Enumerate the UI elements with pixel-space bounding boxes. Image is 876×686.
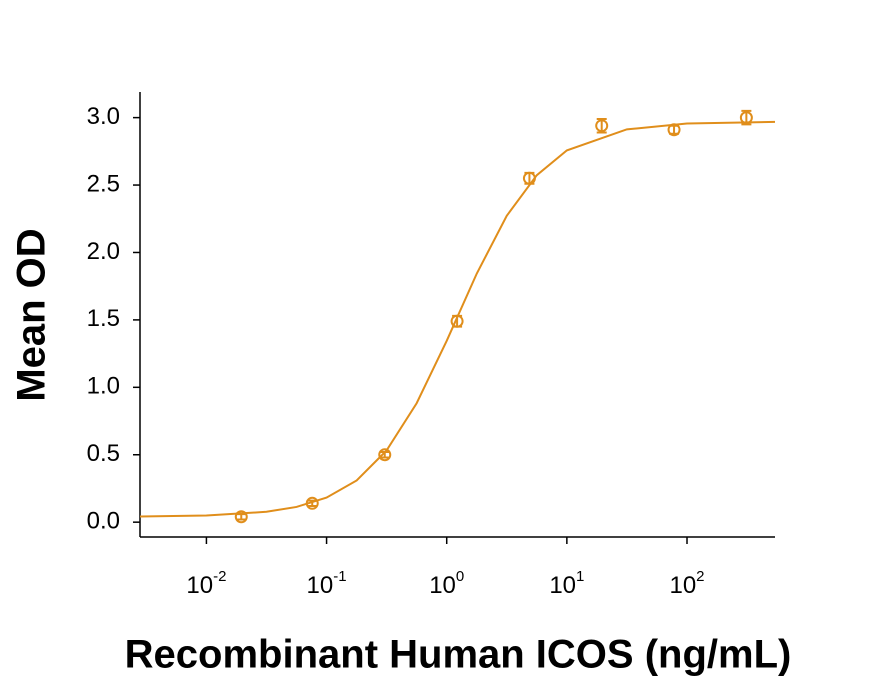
x-tick-label: 102 (669, 568, 704, 599)
x-axis-title: Recombinant Human ICOS (ng/mL) (125, 633, 792, 677)
x-tick-exponent: 1 (576, 568, 584, 585)
y-tick-label: 1.5 (87, 305, 120, 332)
x-tick-base: 10 (549, 572, 576, 599)
x-tick-base: 10 (186, 572, 213, 599)
x-tick-exponent: 0 (456, 568, 464, 585)
x-tick-base: 10 (307, 572, 334, 599)
y-tick-label: 1.0 (87, 373, 120, 400)
x-tick-label: 10-1 (307, 568, 347, 599)
data-point (667, 123, 681, 137)
y-axis-title: Mean OD (10, 228, 54, 401)
y-tick-label: 2.5 (87, 170, 120, 197)
data-point (522, 171, 536, 185)
x-tick-label: 101 (549, 568, 584, 599)
error-bar (596, 117, 607, 134)
x-tick-exponent: -2 (213, 568, 226, 585)
data-point (739, 111, 753, 125)
error-bar (236, 513, 247, 521)
error-bar (379, 451, 390, 459)
data-point (305, 496, 319, 510)
x-tick-label: 100 (429, 568, 464, 599)
x-tick-exponent: 2 (696, 568, 704, 585)
data-point (234, 510, 248, 524)
x-tick-base: 10 (669, 572, 696, 599)
error-bar (741, 109, 752, 126)
x-tick-label: 10-2 (186, 568, 226, 599)
fit-curve (139, 120, 776, 518)
x-tick-exponent: -1 (333, 568, 346, 585)
y-tick-label: 0.5 (87, 440, 120, 467)
error-bar (307, 499, 318, 507)
y-tick-label: 0.0 (87, 508, 120, 535)
data-point (378, 448, 392, 462)
data-point (595, 119, 609, 133)
x-tick-base: 10 (429, 572, 456, 599)
y-tick-label: 2.0 (87, 238, 120, 265)
y-tick-label: 3.0 (87, 103, 120, 130)
data-point (450, 314, 464, 328)
